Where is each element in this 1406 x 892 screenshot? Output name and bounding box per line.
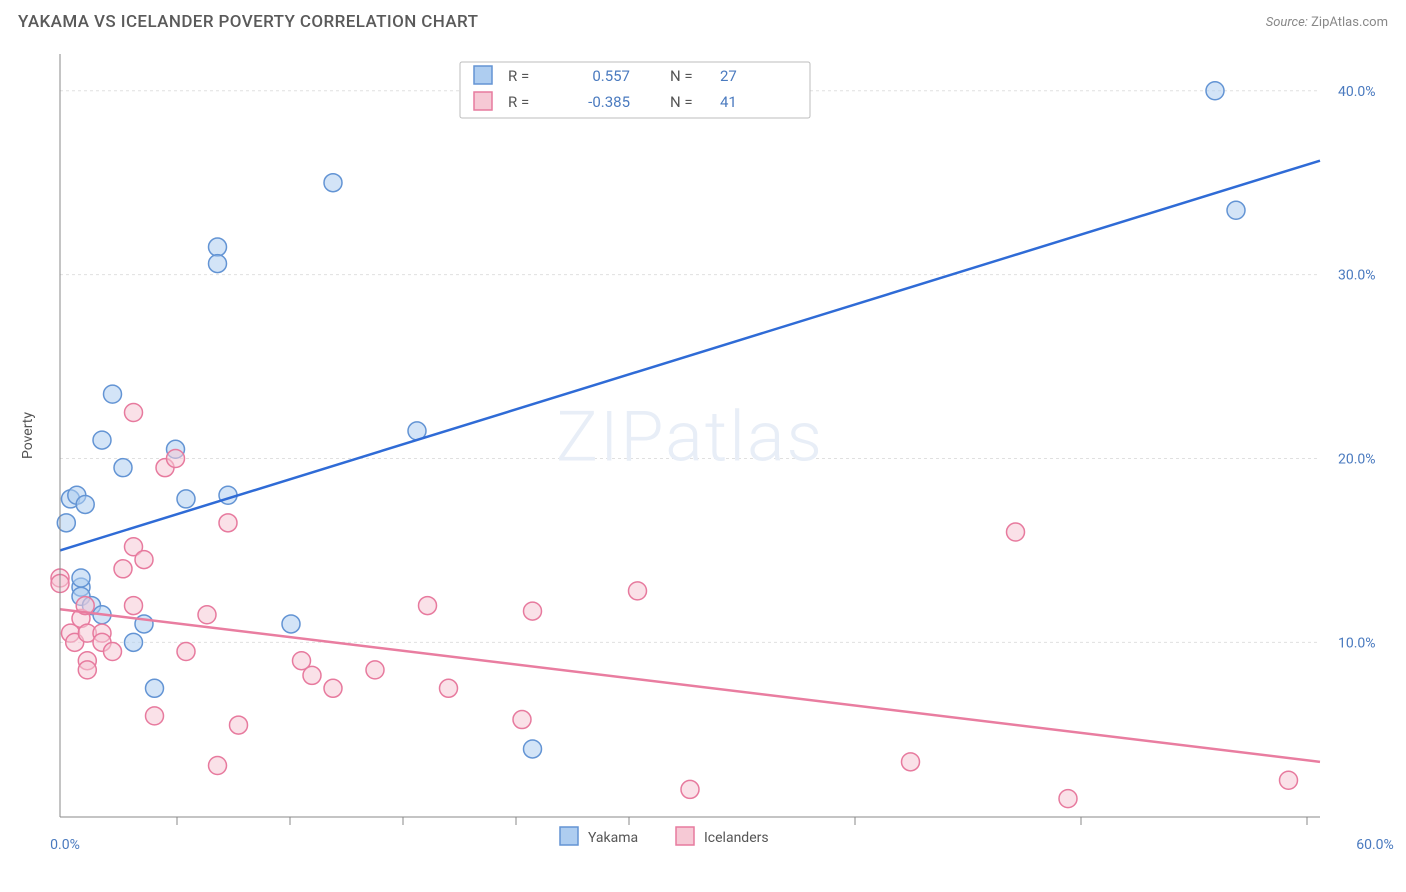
stats-r-label: R = xyxy=(508,93,529,111)
legend-swatch xyxy=(560,827,578,845)
data-point xyxy=(230,716,248,734)
data-point xyxy=(209,255,227,273)
data-point xyxy=(366,661,384,679)
data-point xyxy=(1059,790,1077,808)
data-point xyxy=(303,666,321,684)
legend-swatch xyxy=(676,827,694,845)
data-point xyxy=(114,459,132,477)
data-point xyxy=(146,679,164,697)
data-point xyxy=(93,431,111,449)
data-point xyxy=(104,385,122,403)
x-label-left: 0.0% xyxy=(50,837,80,853)
data-point xyxy=(324,679,342,697)
data-point xyxy=(524,740,542,758)
data-point xyxy=(209,757,227,775)
data-point xyxy=(114,560,132,578)
data-point xyxy=(1280,771,1298,789)
data-point xyxy=(524,602,542,620)
scatter-chart: 10.0% 20.0% 30.0% 40.0% ZIPatlas 0.0% 60.0% Pov… xyxy=(10,42,1396,882)
stats-n-label: N = xyxy=(670,93,693,111)
stats-swatch xyxy=(474,92,492,110)
trend-line xyxy=(60,161,1320,551)
data-point xyxy=(198,606,216,624)
data-point xyxy=(104,643,122,661)
stats-swatch xyxy=(474,66,492,84)
y-tick-label: 30.0% xyxy=(1338,268,1376,284)
source-name: ZipAtlas.com xyxy=(1311,15,1388,30)
y-tick-label: 20.0% xyxy=(1338,451,1376,467)
data-point xyxy=(72,569,90,587)
source-prefix: Source: xyxy=(1266,15,1311,30)
data-point xyxy=(629,582,647,600)
data-point xyxy=(125,404,143,422)
y-tick-label: 10.0% xyxy=(1338,635,1376,651)
data-point xyxy=(146,707,164,725)
data-point xyxy=(1007,523,1025,541)
stats-r-value: -0.385 xyxy=(588,93,630,111)
legend-label: Icelanders xyxy=(704,830,769,846)
data-point xyxy=(76,495,94,513)
data-point xyxy=(209,238,227,256)
y-tick-label: 40.0% xyxy=(1338,84,1376,100)
data-point xyxy=(324,174,342,192)
trend-line xyxy=(60,609,1320,762)
y-axis-title: Poverty xyxy=(20,412,36,459)
watermark: ZIPatlas xyxy=(556,397,824,479)
source-label: Source: ZipAtlas.com xyxy=(1266,15,1388,30)
data-point xyxy=(282,615,300,633)
legend-label: Yakama xyxy=(588,830,638,846)
data-point xyxy=(440,679,458,697)
stats-n-value: 27 xyxy=(720,67,737,85)
chart-header: YAKAMA VS ICELANDER POVERTY CORRELATION … xyxy=(0,0,1406,42)
x-label-right: 60.0% xyxy=(1356,837,1394,853)
data-point xyxy=(419,597,437,615)
chart-container: 10.0% 20.0% 30.0% 40.0% ZIPatlas 0.0% 60.0% Pov… xyxy=(10,42,1396,882)
data-point xyxy=(902,753,920,771)
data-point xyxy=(167,449,185,467)
stats-r-value: 0.557 xyxy=(592,67,630,85)
data-point xyxy=(681,780,699,798)
data-point xyxy=(177,643,195,661)
stats-n-value: 41 xyxy=(720,93,737,111)
data-point xyxy=(1206,82,1224,100)
chart-title: YAKAMA VS ICELANDER POVERTY CORRELATION … xyxy=(18,12,478,32)
data-point xyxy=(1227,201,1245,219)
data-point xyxy=(135,551,153,569)
data-point xyxy=(513,711,531,729)
data-point xyxy=(78,661,96,679)
data-point xyxy=(177,490,195,508)
data-point xyxy=(219,514,237,532)
stats-r-label: R = xyxy=(508,67,529,85)
data-point xyxy=(125,597,143,615)
stats-n-label: N = xyxy=(670,67,693,85)
data-point xyxy=(125,633,143,651)
